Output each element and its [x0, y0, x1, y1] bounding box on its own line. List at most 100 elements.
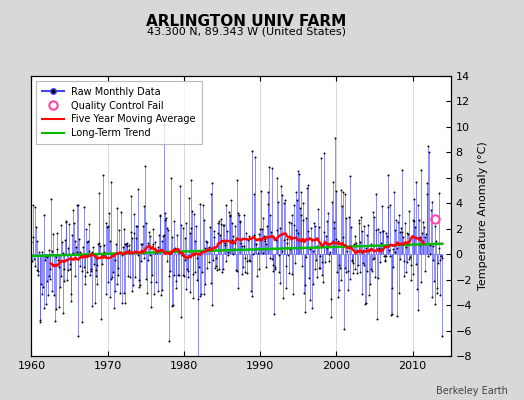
Point	[45, 273, 53, 280]
Point	[319, 279, 327, 285]
Point	[363, 232, 371, 238]
Point	[260, 238, 269, 244]
Point	[197, 291, 205, 297]
Point	[341, 191, 350, 198]
Point	[402, 259, 411, 266]
Point	[411, 179, 420, 186]
Point	[46, 276, 54, 282]
Point	[187, 224, 195, 231]
Point	[325, 258, 333, 264]
Point	[346, 276, 354, 283]
Point	[31, 204, 39, 210]
Point	[33, 238, 41, 245]
Point	[145, 228, 153, 235]
Point	[99, 252, 107, 258]
Point	[309, 248, 317, 254]
Point	[324, 210, 332, 216]
Point	[194, 296, 203, 303]
Point	[334, 238, 342, 244]
Point	[63, 277, 71, 284]
Point	[249, 231, 258, 238]
Point	[53, 246, 62, 252]
Point	[380, 258, 389, 264]
Point	[164, 227, 172, 233]
Point	[423, 191, 431, 198]
Point	[68, 232, 77, 238]
Point	[47, 196, 56, 202]
Point	[58, 310, 67, 316]
Point	[79, 243, 87, 250]
Point	[112, 281, 121, 288]
Point	[123, 242, 131, 249]
Point	[101, 252, 110, 259]
Point	[86, 272, 94, 279]
Point	[97, 316, 105, 322]
Point	[242, 229, 250, 236]
Point	[237, 240, 245, 246]
Point	[117, 209, 125, 215]
Point	[387, 285, 396, 292]
Point	[377, 245, 386, 252]
Point	[300, 290, 308, 296]
Point	[206, 191, 215, 198]
Point	[60, 266, 68, 272]
Point	[195, 292, 204, 299]
Point	[434, 259, 442, 266]
Point	[305, 275, 313, 282]
Point	[352, 240, 360, 246]
Point	[133, 222, 141, 229]
Point	[423, 143, 432, 149]
Point	[98, 261, 106, 268]
Point	[431, 301, 439, 308]
Point	[213, 220, 222, 226]
Point	[166, 250, 174, 256]
Point	[281, 196, 289, 203]
Point	[243, 270, 252, 276]
Point	[126, 274, 134, 280]
Point	[224, 251, 233, 258]
Point	[411, 224, 419, 230]
Point	[94, 240, 102, 247]
Point	[161, 216, 169, 223]
Point	[141, 162, 149, 169]
Point	[401, 269, 410, 275]
Point	[367, 241, 375, 248]
Point	[354, 217, 363, 223]
Point	[95, 240, 104, 246]
Point	[185, 230, 194, 236]
Point	[81, 281, 89, 288]
Point	[108, 252, 117, 258]
Point	[368, 256, 377, 262]
Point	[84, 238, 92, 244]
Point	[386, 253, 395, 259]
Point	[41, 252, 50, 259]
Point	[165, 338, 173, 344]
Point	[240, 243, 248, 249]
Point	[332, 236, 341, 242]
Point	[124, 247, 133, 253]
Point	[122, 241, 130, 247]
Point	[413, 307, 422, 313]
Point	[152, 249, 161, 256]
Point	[417, 167, 425, 174]
Point	[287, 234, 295, 240]
Point	[310, 220, 318, 226]
Point	[264, 189, 272, 196]
Point	[377, 240, 385, 246]
Point	[276, 225, 284, 232]
Point	[278, 247, 287, 254]
Point	[129, 282, 137, 288]
Point	[234, 209, 243, 216]
Point	[220, 222, 228, 228]
Point	[93, 262, 102, 268]
Point	[107, 179, 115, 185]
Point	[407, 277, 415, 283]
Point	[410, 218, 418, 224]
Point	[395, 212, 403, 218]
Point	[318, 259, 326, 266]
Point	[116, 249, 125, 256]
Point	[428, 294, 436, 300]
Point	[405, 208, 413, 214]
Point	[298, 262, 306, 269]
Point	[335, 287, 344, 294]
